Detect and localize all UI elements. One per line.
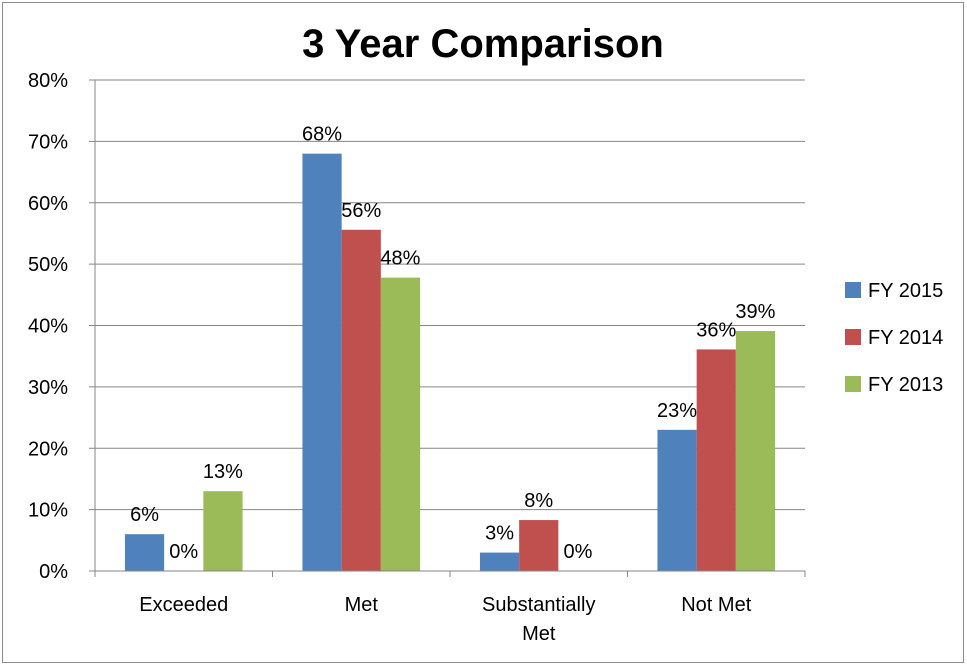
y-tick-label: 60% [28, 193, 68, 215]
legend-swatch [845, 376, 861, 392]
data-label: 39% [735, 301, 775, 323]
legend-label: FY 2013 [868, 374, 943, 396]
data-label: 23% [657, 400, 697, 422]
bar [380, 277, 421, 571]
legend-swatch [845, 282, 861, 298]
bar [203, 491, 243, 571]
data-label: 8% [524, 490, 553, 512]
y-tick-label: 50% [28, 254, 68, 276]
bar [519, 520, 559, 571]
x-tick-label: Substantially [482, 594, 595, 616]
y-tick-label: 40% [28, 316, 68, 338]
bars [124, 153, 776, 571]
bar [302, 153, 342, 571]
legend-swatch [845, 329, 861, 345]
data-label: 56% [341, 200, 381, 222]
chart-title: 3 Year Comparison [302, 22, 664, 66]
legend-label: FY 2014 [868, 327, 943, 349]
bar [479, 552, 520, 571]
bar [341, 229, 381, 571]
data-label: 36% [696, 319, 736, 341]
y-tick-label: 80% [28, 70, 68, 92]
bar [124, 534, 165, 571]
legend-label: FY 2015 [868, 280, 943, 302]
data-label: 0% [563, 541, 592, 563]
data-label: 68% [302, 124, 342, 146]
data-label: 48% [380, 248, 420, 270]
x-axis: Exceeded Met Substantially Met Not Met [94, 80, 806, 645]
x-tick-label: Not Met [681, 594, 751, 616]
x-tick-label: Exceeded [139, 594, 228, 616]
y-tick-label: 70% [28, 131, 68, 153]
y-tick-label: 20% [28, 438, 68, 460]
legend: FY 2015 FY 2014 FY 2013 [845, 280, 943, 396]
bar [696, 349, 736, 571]
x-tick-label: Met [345, 594, 379, 616]
data-label: 13% [203, 461, 243, 483]
data-label: 3% [485, 523, 514, 545]
x-tick-label: Met [522, 623, 556, 645]
y-axis-ticks: 0% 10% 20% 30% 40% 50% 60% 70% 80% [28, 70, 95, 583]
y-tick-label: 0% [39, 561, 68, 583]
data-label: 0% [169, 541, 198, 563]
y-tick-label: 30% [28, 377, 68, 399]
bar [657, 429, 697, 571]
data-labels: 6% 0% 13% 68% 56% 48% 3% 8% 0% 23% 36%39% [130, 124, 776, 563]
y-tick-label: 10% [28, 500, 68, 522]
bar [735, 331, 776, 571]
data-label: 6% [130, 504, 159, 526]
